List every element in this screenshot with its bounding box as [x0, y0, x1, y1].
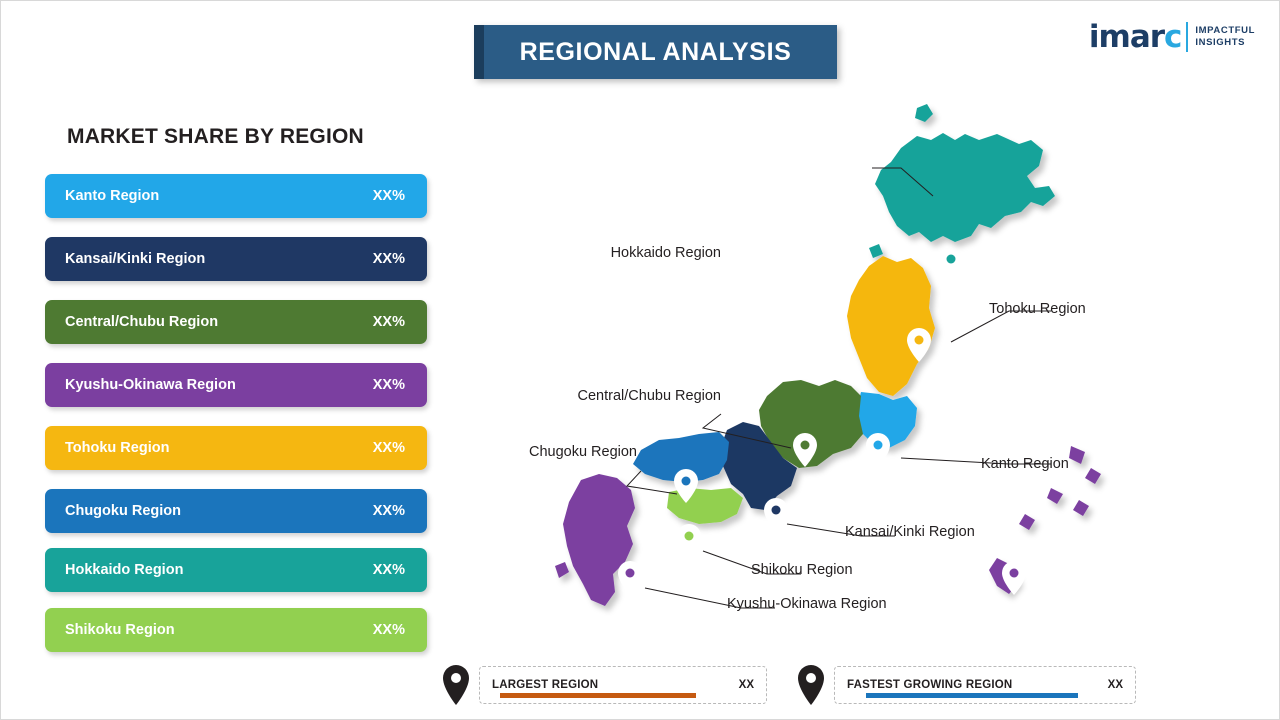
region-shikoku[interactable] — [667, 488, 743, 524]
region-hokkaido-islet-2 — [869, 244, 883, 258]
map-label-chugoku: Chugoku Region — [528, 444, 637, 460]
fastest-region-bar — [866, 693, 1078, 698]
leader-kyushu-okinawa — [644, 587, 775, 609]
leader-chugoku — [625, 470, 678, 495]
largest-region-label: LARGEST REGION — [492, 679, 599, 691]
market-share-heading: MARKET SHARE BY REGION — [67, 125, 364, 148]
pin-central-chubu-dot — [800, 440, 810, 450]
pin-kyushu-dot — [625, 568, 635, 578]
largest-region-box[interactable]: LARGEST REGION XX — [479, 666, 767, 704]
legend-value: XX% — [372, 440, 405, 456]
pin-kanto-dot — [873, 440, 883, 450]
pin-kanto — [866, 433, 890, 467]
leader-tohoku — [950, 310, 1051, 343]
map-label-tohoku: Tohoku Region — [989, 301, 1086, 317]
legend-value: XX% — [372, 251, 405, 267]
legend-row-tohoku[interactable]: Tohoku Region XX% — [45, 426, 427, 470]
pin-kyushu — [618, 561, 642, 595]
largest-region-bar — [500, 693, 696, 698]
legend-value: XX% — [372, 503, 405, 519]
page-title: REGIONAL ANALYSIS — [519, 37, 792, 66]
map-label-kansai-kinki: Kansai/Kinki Region — [845, 524, 975, 540]
pin-okinawa — [1002, 561, 1026, 595]
region-kyushu[interactable] — [563, 474, 635, 606]
pin-shikoku-dot — [684, 531, 694, 541]
largest-region-pin-icon — [441, 664, 471, 706]
title-accent-bar — [474, 25, 484, 79]
fastest-region-value: XX — [1107, 679, 1123, 691]
map-leader-lines — [625, 167, 1051, 609]
japan-map: Hokkaido Region Tohoku Region Central/Ch… — [431, 96, 1261, 666]
pin-tohoku — [907, 328, 931, 362]
legend-value: XX% — [372, 314, 405, 330]
logo-divider — [1186, 22, 1189, 52]
legend-label: Hokkaido Region — [65, 562, 184, 578]
map-pins — [618, 247, 1026, 595]
region-kansai-kinki[interactable] — [721, 422, 797, 510]
map-label-kyushu-okinawa: Kyushu-Okinawa Region — [727, 596, 887, 612]
legend-row-hokkaido[interactable]: Hokkaido Region XX% — [45, 548, 427, 592]
map-label-central-chubu: Central/Chubu Region — [577, 388, 721, 404]
region-kanto[interactable] — [855, 392, 917, 448]
fastest-region-label: FASTEST GROWING REGION — [847, 679, 1013, 691]
page-title-banner: REGIONAL ANALYSIS — [474, 25, 837, 79]
legend-row-kanto[interactable]: Kanto Region XX% — [45, 174, 427, 218]
legend-label: Shikoku Region — [65, 622, 175, 638]
region-central-chubu[interactable] — [759, 380, 863, 468]
fastest-region-pin-icon — [796, 664, 826, 706]
leader-shikoku — [702, 550, 801, 575]
region-tohoku[interactable] — [847, 256, 935, 396]
leader-central-chubu — [701, 413, 792, 449]
pin-tohoku-dot — [914, 335, 924, 345]
legend-label: Kansai/Kinki Region — [65, 251, 206, 267]
pin-kansai-kinki-dot — [771, 505, 781, 515]
legend-value: XX% — [372, 622, 405, 638]
logo-tagline-line2: INSIGHTS — [1195, 37, 1246, 48]
largest-region-value: XX — [738, 679, 754, 691]
legend-label: Kanto Region — [65, 188, 160, 204]
region-hokkaido[interactable] — [875, 133, 1055, 242]
legend-value: XX% — [372, 377, 405, 393]
imarc-logo: imarc IMPACTFUL INSIGHTS — [1089, 19, 1255, 55]
legend-row-kansai-kinki[interactable]: Kansai/Kinki Region XX% — [45, 237, 427, 281]
region-chugoku[interactable] — [633, 432, 729, 482]
legend-row-kyushu-okinawa[interactable]: Kyushu-Okinawa Region XX% — [45, 363, 427, 407]
pin-chugoku — [674, 469, 698, 503]
legend-label: Chugoku Region — [65, 503, 181, 519]
legend-value: XX% — [372, 562, 405, 578]
legend-value: XX% — [372, 188, 405, 204]
map-label-kanto: Kanto Region — [981, 456, 1069, 472]
legend-label: Central/Chubu Region — [65, 314, 219, 330]
japan-map-svg — [555, 104, 1101, 609]
logo-wordmark: imarc — [1088, 19, 1183, 55]
legend-label: Kyushu-Okinawa Region — [65, 377, 236, 393]
pin-central-chubu — [793, 433, 817, 467]
map-label-shikoku: Shikoku Region — [751, 562, 853, 578]
leader-kanto — [900, 457, 1051, 465]
leader-hokkaido — [872, 167, 934, 197]
region-kyushu-islet — [555, 562, 569, 578]
pin-kansai-kinki — [764, 498, 788, 532]
map-label-hokkaido: Hokkaido Region — [610, 245, 721, 261]
pin-chugoku-dot — [681, 476, 691, 486]
legend-label: Tohoku Region — [65, 440, 170, 456]
pin-shikoku — [677, 524, 701, 558]
legend-row-chugoku[interactable]: Chugoku Region XX% — [45, 489, 427, 533]
region-hokkaido-islet — [915, 104, 933, 122]
region-nansei-islets — [1019, 446, 1101, 530]
legend-row-central-chubu[interactable]: Central/Chubu Region XX% — [45, 300, 427, 344]
pin-hokkaido-dot — [946, 254, 956, 264]
logo-tagline: IMPACTFUL INSIGHTS — [1195, 25, 1255, 49]
pin-hokkaido — [938, 247, 963, 281]
fastest-region-box[interactable]: FASTEST GROWING REGION XX — [834, 666, 1136, 704]
legend-row-shikoku[interactable]: Shikoku Region XX% — [45, 608, 427, 652]
pin-okinawa-dot — [1009, 568, 1019, 578]
leader-kansai-kinki — [786, 523, 895, 537]
logo-tagline-line1: IMPACTFUL — [1195, 25, 1255, 37]
